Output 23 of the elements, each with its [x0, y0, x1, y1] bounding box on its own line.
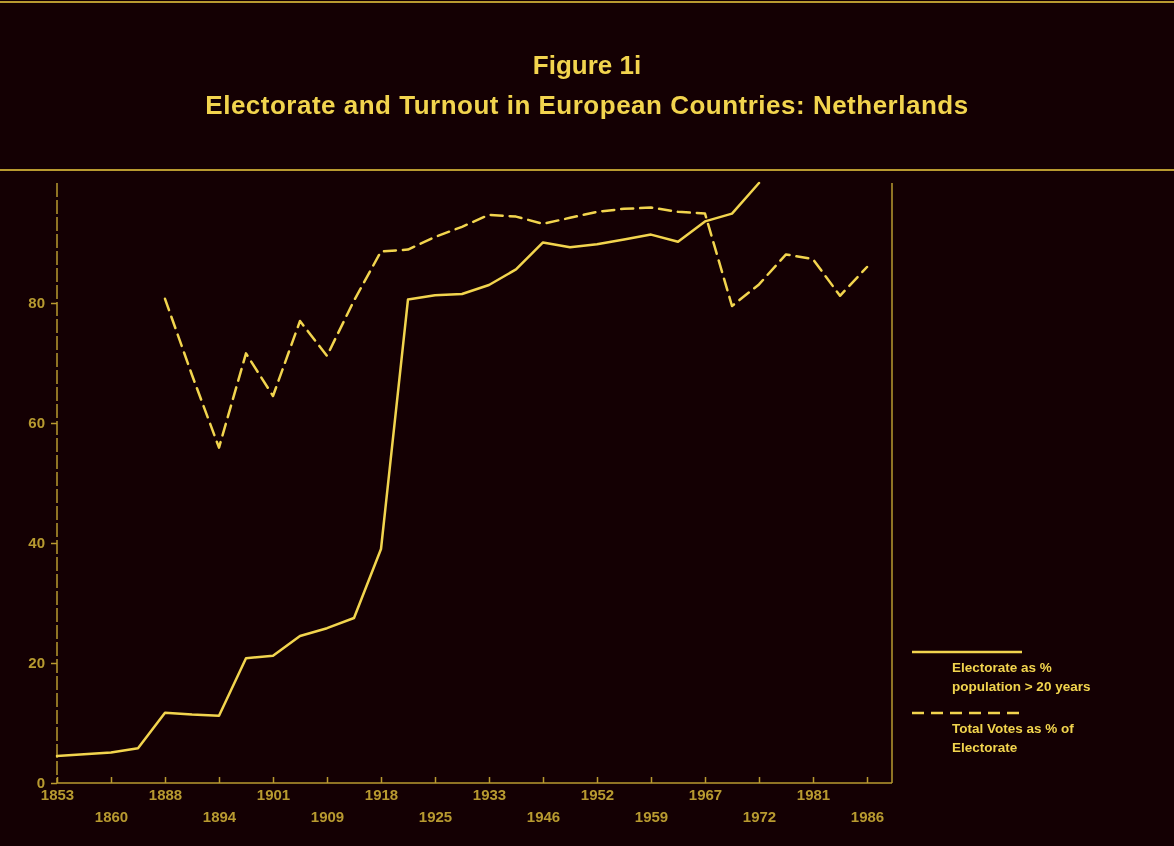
text: Total Votes as % of Electorate	[952, 721, 1075, 755]
x-tick-label: 1952	[580, 785, 615, 803]
x-tick-label: 1946	[526, 808, 561, 825]
x-tick-label: 1933	[472, 785, 507, 803]
chart-subtitle: Electorate and Turnout in European Countries: Netherlands	[205, 90, 969, 120]
text: Electorate as % population > 20 years	[952, 660, 1091, 694]
x-tick-label: 1972	[742, 808, 777, 825]
x-tick-label: 1967	[688, 785, 723, 803]
x-tick-label: 1888	[148, 785, 183, 803]
chart-title: Figure 1i	[532, 50, 642, 80]
x-tick-label: 1894	[202, 808, 237, 825]
y-tick-label: 80	[28, 294, 45, 312]
x-tick-label: 1981	[796, 785, 831, 803]
x-tick-label: 1986	[850, 808, 885, 825]
x-tick-label: 1918	[364, 785, 399, 803]
x-tick-label: 1860	[94, 808, 129, 825]
y-tick-label: 20	[28, 654, 45, 672]
y-tick-label: 40	[28, 534, 45, 552]
x-tick-label: 1925	[418, 808, 453, 825]
y-tick-label: 60	[28, 414, 45, 432]
x-tick-label: 1909	[310, 808, 345, 825]
x-tick-label: 1959	[634, 808, 669, 825]
x-tick-label: 1901	[256, 785, 291, 803]
